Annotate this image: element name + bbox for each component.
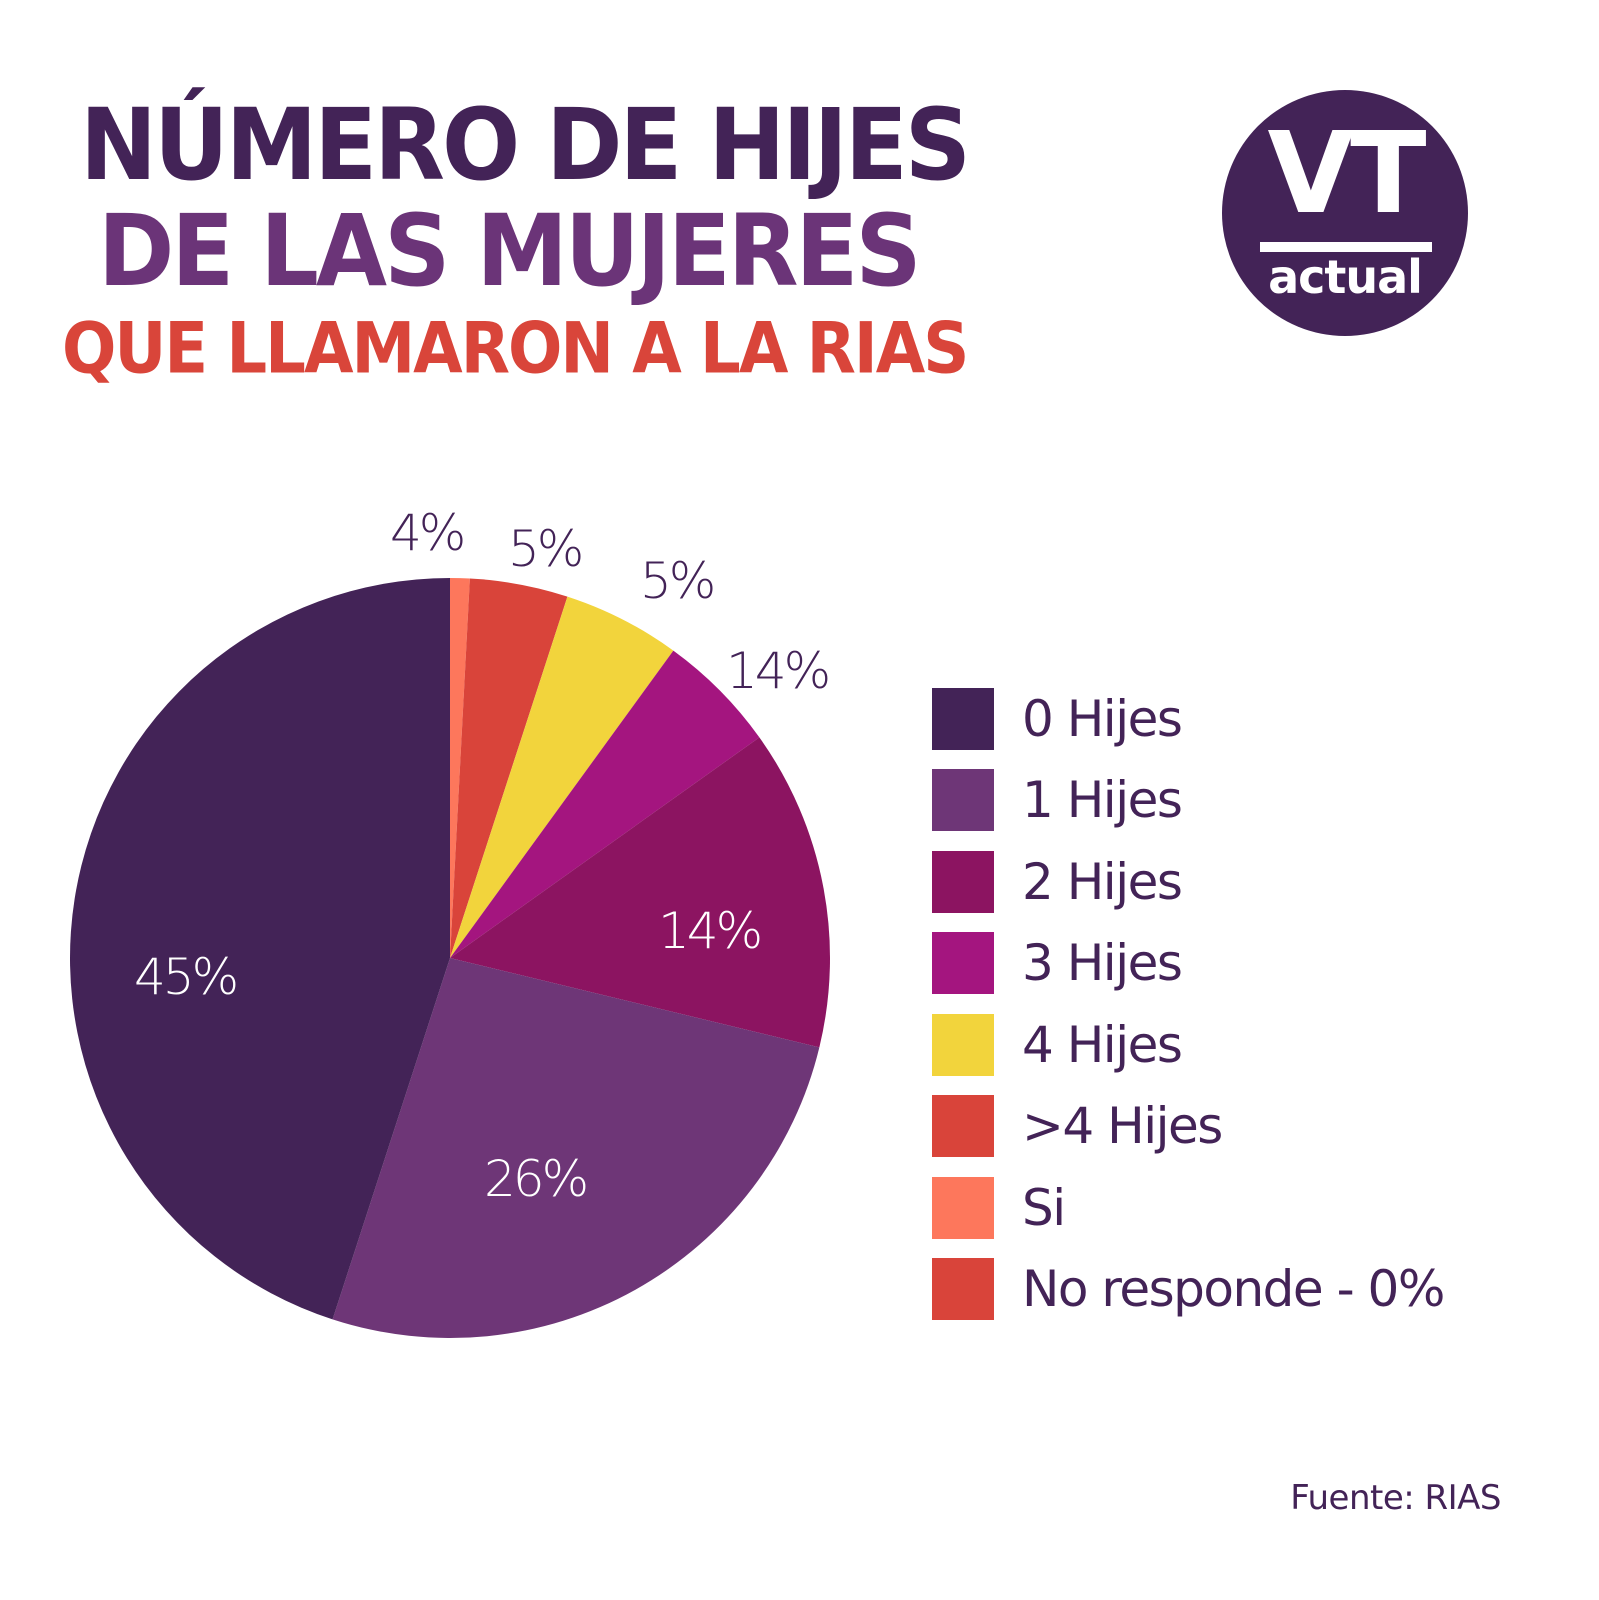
logo-vt-text: VT (1267, 109, 1426, 239)
chart-title: NÚMERO DE HIJES DE LAS MUJERES QUE LLAMA… (62, 87, 971, 384)
legend-item-0-hijes: 0 Hijes (932, 678, 1444, 760)
source-note: Fuente: RIAS (1290, 1478, 1501, 1518)
legend-swatch (932, 1176, 994, 1239)
slice-3-hijes (450, 650, 760, 958)
legend-swatch (932, 1013, 994, 1076)
legend-label: >4 Hijes (1022, 1097, 1223, 1156)
legend-item-si: Si (932, 1167, 1444, 1249)
label-4-hijes: 5% (640, 552, 716, 610)
legend-label: 3 Hijes (1022, 934, 1183, 993)
slice-gt4-hijes (450, 578, 568, 958)
legend-item-1-hijes: 1 Hijes (932, 760, 1444, 842)
title-line-3: QUE LLAMARON A LA RIAS (62, 308, 969, 390)
label-gt4-hijes: 5% (508, 520, 584, 578)
label-0-hijes: 45% (134, 948, 239, 1006)
label-2-hijes: 14% (658, 902, 763, 960)
legend-swatch (932, 850, 994, 913)
legend-label: Si (1022, 1178, 1066, 1237)
title-line-2: DE LAS MUJERES (98, 193, 922, 309)
logo-actual-text: actual (1268, 250, 1423, 304)
legend-label: No responde - 0% (1022, 1260, 1445, 1319)
slice-2-hijes (450, 737, 831, 1048)
legend-swatch (932, 769, 994, 832)
legend-label: 2 Hijes (1022, 852, 1183, 911)
logo-divider (1260, 242, 1432, 252)
legend-item-3-hijes: 3 Hijes (932, 923, 1444, 1005)
label-1-hijes: 26% (484, 1150, 589, 1208)
slice-0-hijes (70, 578, 450, 1320)
pie-svg (70, 578, 831, 1339)
slice-si (450, 578, 470, 958)
label-si: 4% (390, 504, 466, 562)
legend-label: 1 Hijes (1022, 771, 1183, 830)
legend-item-no-responde: No responde - 0% (932, 1249, 1445, 1331)
legend-swatch (932, 687, 994, 750)
slice-4-hijes (450, 596, 674, 958)
legend-item-2-hijes: 2 Hijes (932, 841, 1444, 923)
pie-chart: 4% 5% 5% 14% 14% 26% 45% (0, 480, 900, 1380)
vt-actual-logo: VT actual (1222, 90, 1468, 336)
legend-swatch (932, 1258, 994, 1321)
slice-1-hijes (332, 958, 820, 1339)
legend-label: 4 Hijes (1022, 1015, 1183, 1074)
label-3-hijes: 14% (726, 642, 831, 700)
legend-swatch (932, 1095, 994, 1158)
legend-swatch (932, 932, 994, 995)
legend-label: 0 Hijes (1022, 689, 1183, 748)
legend: 0 Hijes 1 Hijes 2 Hijes 3 Hijes 4 Hijes … (932, 678, 1445, 1331)
legend-item-4-hijes: 4 Hijes (932, 1004, 1444, 1086)
legend-item-gt4-hijes: >4 Hijes (932, 1086, 1444, 1168)
title-line-1: NÚMERO DE HIJES (80, 87, 971, 203)
